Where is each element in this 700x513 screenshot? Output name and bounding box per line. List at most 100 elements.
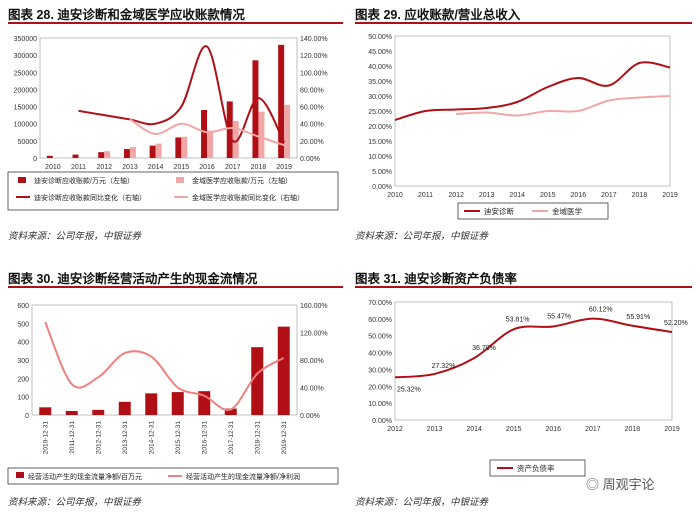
x-tick-label: 2010-12-31 <box>42 421 49 455</box>
y-right-tick-label: 0.00% <box>300 156 320 163</box>
watermark: ◎ 周观宇论 <box>586 477 655 492</box>
data-label: 55.91% <box>626 314 650 321</box>
chart-30-title: 图表 30. 迪安诊断经营活动产生的现金流情况 <box>8 272 258 286</box>
x-tick-label: 2016 <box>199 164 215 171</box>
y-right-tick-label: 60.00% <box>300 105 324 112</box>
x-tick-label: 2014 <box>466 426 482 433</box>
bar-ocf <box>118 401 131 415</box>
y-tick-label: 25.00% <box>368 109 392 116</box>
bar-kingmed <box>284 104 291 158</box>
data-label: 25.32% <box>397 386 421 393</box>
bar-ocf <box>145 393 158 415</box>
y-right-tick-label: 140.00% <box>300 36 328 43</box>
legend-box <box>7 171 339 211</box>
data-label: 53.81% <box>506 316 530 323</box>
y-tick-label: 50.00% <box>368 34 392 41</box>
chart-29-source: 资料来源：公司年报，中银证券 <box>355 231 489 242</box>
x-tick-label: 2015 <box>540 192 556 199</box>
y-tick-label: 70.00% <box>368 300 392 307</box>
chart-28-source: 资料来源：公司年报，中银证券 <box>8 231 142 242</box>
bar-dian <box>98 152 105 158</box>
bar-dian <box>278 44 285 158</box>
legend-box <box>457 202 609 220</box>
legend-swatch <box>18 177 26 183</box>
bar-kingmed <box>155 143 162 158</box>
legend-label: 经营活动产生的现金流量净额/百万元 <box>28 472 142 481</box>
y-right-tick-label: 40.00% <box>300 386 324 393</box>
x-tick-label: 2013-12-31 <box>122 421 129 455</box>
bar-ocf <box>277 326 290 415</box>
y-left-tick-label: 400 <box>17 340 29 347</box>
y-left-tick-label: 150000 <box>14 105 37 112</box>
x-tick-label: 2018 <box>625 426 641 433</box>
y-left-tick-label: 300000 <box>14 53 37 60</box>
legend-label: 金域医学应收账款/万元（左轴） <box>192 176 292 185</box>
x-tick-label: 2018 <box>632 192 648 199</box>
chart-31-title: 图表 31. 迪安诊断资产负债率 <box>355 272 517 286</box>
y-left-tick-label: 0 <box>33 156 37 163</box>
bar-kingmed <box>232 120 239 158</box>
bar-dian <box>226 101 233 158</box>
bar-ocf <box>39 407 52 415</box>
legend-label: 金域医学 <box>552 206 582 216</box>
y-tick-label: 30.00% <box>368 367 392 374</box>
y-right-tick-label: 100.00% <box>300 70 328 77</box>
wechat-icon: ◎ <box>586 477 603 492</box>
x-tick-label: 2017 <box>585 426 601 433</box>
chart-30-plot: 0 100 200 300 400 500 600 0.00% 40.00% 80.00% 120.… <box>7 303 339 485</box>
y-left-tick-label: 200000 <box>14 87 37 94</box>
chart-28-plot: 0 50000 100000 150000 200000 250000 300000 3500… <box>7 36 339 211</box>
plot-frame <box>39 37 298 159</box>
y-right-tick-label: 20.00% <box>300 139 324 146</box>
chart-28-rule <box>8 22 343 24</box>
y-left-tick-label: 0 <box>25 413 29 420</box>
y-right-tick-label: 80.00% <box>300 87 324 94</box>
bar-dian <box>46 155 53 158</box>
y-tick-label: 10.00% <box>368 154 392 161</box>
line-kingmed <box>456 95 671 117</box>
y-left-tick-label: 500 <box>17 321 29 328</box>
x-tick-label: 2014 <box>509 192 525 199</box>
line-debt-ratio <box>394 317 673 379</box>
data-label: 55.47% <box>547 313 571 320</box>
x-tick-label: 2013 <box>427 426 443 433</box>
bar-dian <box>201 110 208 158</box>
x-tick-label: 2013 <box>122 164 138 171</box>
x-tick-label: 2010 <box>387 192 403 199</box>
legend-label: 经营活动产生的现金流量净额/净利润 <box>186 472 300 481</box>
legend-swatch <box>176 177 184 183</box>
y-tick-label: 35.00% <box>368 79 392 86</box>
bar-dian <box>252 60 259 158</box>
legend-label: 迪安诊断应收账款同比变化（右轴） <box>34 193 146 202</box>
y-left-tick-label: 300 <box>17 358 29 365</box>
bar-ocf <box>171 392 184 415</box>
x-tick-label: 2015 <box>506 426 522 433</box>
x-tick-label: 2012-12-31 <box>95 421 102 455</box>
bar-dian <box>149 145 156 158</box>
x-tick-label: 2019 <box>664 426 680 433</box>
line-dian <box>394 61 671 121</box>
bar-ocf <box>92 409 105 415</box>
y-right-tick-label: 0.00% <box>300 413 320 420</box>
x-tick-label: 2013 <box>479 192 495 199</box>
y-left-tick-label: 250000 <box>14 70 37 77</box>
x-tick-label: 2012 <box>387 426 403 433</box>
y-tick-label: 0.00% <box>372 184 392 191</box>
y-tick-label: 10.00% <box>368 401 392 408</box>
bar-kingmed <box>258 111 265 158</box>
y-tick-label: 45.00% <box>368 49 392 56</box>
chart-30-source: 资料来源：公司年报，中银证券 <box>8 497 142 508</box>
y-right-tick-label: 120.00% <box>300 53 328 60</box>
bar-kingmed <box>104 151 111 158</box>
y-right-tick-label: 160.00% <box>300 303 328 310</box>
x-tick-label: 2014-12-31 <box>148 421 155 455</box>
y-left-tick-label: 200 <box>17 376 29 383</box>
y-left-tick-label: 350000 <box>14 36 37 43</box>
x-tick-label: 2019-12-31 <box>281 421 288 455</box>
x-tick-label: 2012 <box>448 192 464 199</box>
x-tick-label: 2016 <box>571 192 587 199</box>
x-tick-label: 2010 <box>45 164 61 171</box>
y-right-tick-label: 80.00% <box>300 358 324 365</box>
chart-31-rule <box>355 286 692 288</box>
line-dian-yoy <box>78 45 286 144</box>
